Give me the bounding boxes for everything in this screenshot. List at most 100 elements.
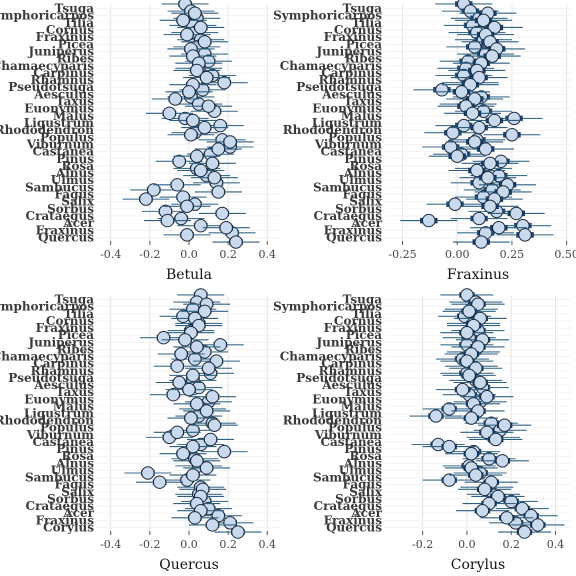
point-estimate: [489, 432, 503, 447]
y-tick-label-crataegus: Crataegus: [26, 499, 95, 513]
point-estimate: [180, 27, 194, 42]
y-tick-label-symphoricarpos: Symphoricarpos: [273, 300, 382, 314]
point-estimate: [172, 375, 186, 390]
y-tick-label-cornus: Cornus: [334, 314, 382, 328]
point-estimate: [231, 525, 245, 539]
point-estimate: [188, 6, 202, 20]
y-tick-label-rhododendron: Rhododendron: [0, 123, 94, 137]
point-estimate: [190, 454, 204, 468]
y-tick-label-sorbus: Sorbus: [335, 202, 382, 216]
y-tick-label-acer: Acer: [62, 216, 94, 230]
point-estimate: [475, 503, 490, 518]
point-estimate: [464, 447, 479, 461]
y-tick-label-picea: Picea: [346, 37, 383, 51]
y-tick-label-tilia: Tilia: [352, 16, 383, 30]
point-estimate: [469, 468, 483, 482]
point-estimate: [213, 338, 228, 352]
point-estimate: [190, 340, 204, 354]
forest-panel-betula: TsugaSymphoricarposTiliaCornusFraxinusPi…: [0, 0, 281, 283]
y-tick-label-picea: Picea: [58, 328, 95, 342]
y-tick-label-fraxinus: Fraxinus: [36, 513, 95, 527]
point-estimate: [147, 183, 161, 197]
point-estimate: [485, 49, 499, 63]
point-estimate: [170, 178, 184, 192]
y-tick-label-fraxinus: Fraxinus: [36, 30, 95, 44]
point-estimate: [217, 444, 231, 459]
point-estimate: [517, 525, 532, 539]
y-tick-label-crataegus: Crataegus: [314, 499, 383, 513]
point-estimate: [483, 199, 497, 213]
point-estimate: [203, 432, 218, 447]
point-estimate: [205, 518, 220, 532]
point-estimate: [178, 333, 192, 347]
point-estimate: [197, 120, 212, 135]
y-tick-label-malus: Malus: [53, 399, 94, 413]
y-tick-label-rhamnus: Rhamnus: [319, 73, 383, 87]
y-tick-label-ligustrum: Ligustrum: [24, 116, 94, 130]
y-tick-label-viburnum: Viburnum: [26, 137, 95, 151]
point-estimate: [174, 211, 188, 226]
y-tick-label-euonymus: Euonymus: [24, 392, 94, 406]
y-tick-label-ligustrum: Ligustrum: [24, 407, 94, 421]
y-tick-label-carpinus: Carpinus: [321, 66, 382, 80]
y-tick-label-aesculus: Aesculus: [33, 378, 94, 392]
y-tick-label-ribes: Ribes: [345, 52, 383, 66]
y-tick-label-rhododendron: Rhododendron: [0, 414, 94, 428]
point-estimate: [448, 197, 462, 211]
y-tick-label-salix: Salix: [349, 195, 383, 209]
y-tick-label-rosa: Rosa: [349, 449, 382, 463]
x-tick-label-3: 0.2: [219, 538, 237, 551]
point-estimate: [211, 142, 226, 156]
y-tick-label-ulmus: Ulmus: [51, 463, 94, 477]
y-tick-label-symphoricarpos: Symphoricarpos: [273, 9, 382, 23]
x-tick-label-0: -0.4: [100, 248, 121, 261]
y-tick-label-castanea: Castanea: [320, 145, 382, 159]
y-tick-label-cornus: Cornus: [46, 314, 94, 328]
point-estimate: [194, 218, 208, 233]
y-tick-label-tilia: Tilia: [352, 307, 383, 321]
y-tick-label-pseudotsuga: Pseudotsuga: [296, 371, 382, 385]
point-estimate: [188, 352, 202, 366]
y-tick-label-juniperus: Juniperus: [27, 335, 94, 349]
y-tick-label-juniperus: Juniperus: [27, 44, 94, 58]
y-tick-label-castanea: Castanea: [32, 435, 94, 449]
y-tick-label-cornus: Cornus: [46, 23, 94, 37]
y-tick-label-juniperus: Juniperus: [315, 335, 382, 349]
point-estimate: [215, 206, 229, 221]
point-estimate: [531, 518, 545, 532]
point-estimate: [462, 304, 476, 318]
y-tick-label-pseudotsuga: Pseudotsuga: [8, 80, 94, 94]
forest-panel-quercus: TsugaSymphoricarposTiliaCornusFraxinusPi…: [0, 288, 281, 573]
point-estimate: [152, 475, 167, 489]
point-estimate: [515, 501, 529, 516]
y-tick-label-alnus: Alnus: [55, 456, 94, 470]
point-estimate: [454, 85, 469, 99]
y-tick-label-aesculus: Aesculus: [33, 87, 94, 101]
y-tick-label-taxus: Taxus: [344, 385, 382, 399]
y-tick-label-aesculus: Aesculus: [321, 87, 382, 101]
point-estimate: [156, 330, 171, 345]
y-tick-label-populus: Populus: [328, 130, 382, 144]
point-estimate: [186, 468, 200, 482]
point-estimate: [162, 106, 177, 120]
y-tick-label-tsuga: Tsuga: [55, 2, 95, 16]
point-estimate: [472, 211, 486, 226]
point-estimate: [471, 297, 485, 311]
point-estimate: [450, 149, 464, 163]
y-tick-label-acer: Acer: [350, 216, 382, 230]
point-estimate: [524, 509, 538, 523]
y-tick-label-corylus: Corylus: [43, 520, 94, 534]
x-tick-label-0: -0.4: [100, 538, 121, 551]
point-estimate: [507, 111, 521, 126]
point-estimate: [141, 466, 155, 480]
y-tick-label-castanea: Castanea: [320, 435, 382, 449]
point-estimate: [190, 397, 204, 411]
point-estimate: [482, 452, 496, 466]
point-estimate: [186, 439, 200, 454]
point-estimate: [188, 511, 202, 525]
y-tick-label-sambucus: Sambucus: [25, 180, 94, 194]
point-estimate: [197, 304, 212, 318]
y-tick-label-carpinus: Carpinus: [33, 357, 94, 371]
y-tick-label-carpinus: Carpinus: [33, 66, 94, 80]
